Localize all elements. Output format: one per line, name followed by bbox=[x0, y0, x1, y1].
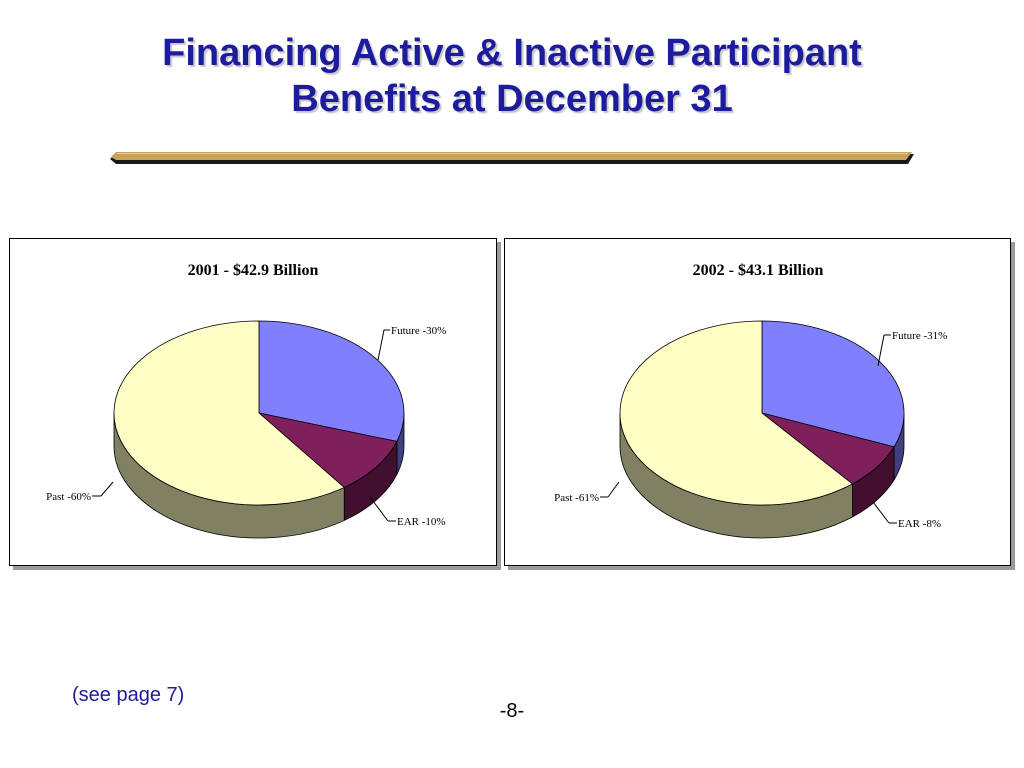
pie-slice-past bbox=[619, 320, 854, 506]
footnote: (see page 7) bbox=[72, 684, 185, 706]
slide-title-line-2: Benefits at December 31 bbox=[291, 78, 733, 120]
slice-label-ear: EAR -8% bbox=[898, 518, 941, 530]
slide-title-line-1: Financing Active & Inactive Participant bbox=[162, 32, 862, 74]
pie-slice-ear bbox=[257, 412, 398, 488]
title-underline-rule bbox=[110, 152, 914, 164]
leader-line-past bbox=[607, 481, 620, 498]
leader-line-future bbox=[877, 334, 885, 367]
leader-line-ear bbox=[872, 501, 890, 524]
slide-title: Financing Active & Inactive Participant … bbox=[0, 30, 1024, 122]
pie-slice-future bbox=[761, 320, 905, 448]
chart-title-2001: 2001 - $42.9 Billion bbox=[188, 262, 319, 279]
pie-slice-future bbox=[258, 320, 405, 442]
pie-chart-2001: 2001 - $42.9 Billion Future -30% EAR -10… bbox=[46, 262, 446, 539]
chart-title-2002: 2002 - $43.1 Billion bbox=[693, 262, 824, 279]
leader-line-future bbox=[377, 329, 385, 361]
leader-line-past bbox=[100, 481, 114, 497]
pie-body-2002 bbox=[619, 320, 905, 539]
chart-panel-2002: 2002 - $43.1 Billion Future -31% EAR -8%… bbox=[504, 238, 1011, 566]
slice-label-past: Past -60% bbox=[46, 491, 91, 503]
pie-body-2001 bbox=[113, 320, 405, 539]
slice-label-future: Future -31% bbox=[892, 330, 947, 342]
pie-chart-2002: 2002 - $43.1 Billion Future -31% EAR -8%… bbox=[554, 262, 947, 539]
leader-line-ear bbox=[369, 496, 389, 522]
slice-label-ear: EAR -10% bbox=[397, 516, 446, 528]
chart-panel-2001: 2001 - $42.9 Billion Future -30% EAR -10… bbox=[9, 238, 497, 566]
slice-label-future: Future -30% bbox=[391, 325, 446, 337]
slice-label-past: Past -61% bbox=[554, 492, 599, 504]
pie-slice-past bbox=[113, 320, 345, 506]
page-number: -8- bbox=[499, 700, 525, 722]
